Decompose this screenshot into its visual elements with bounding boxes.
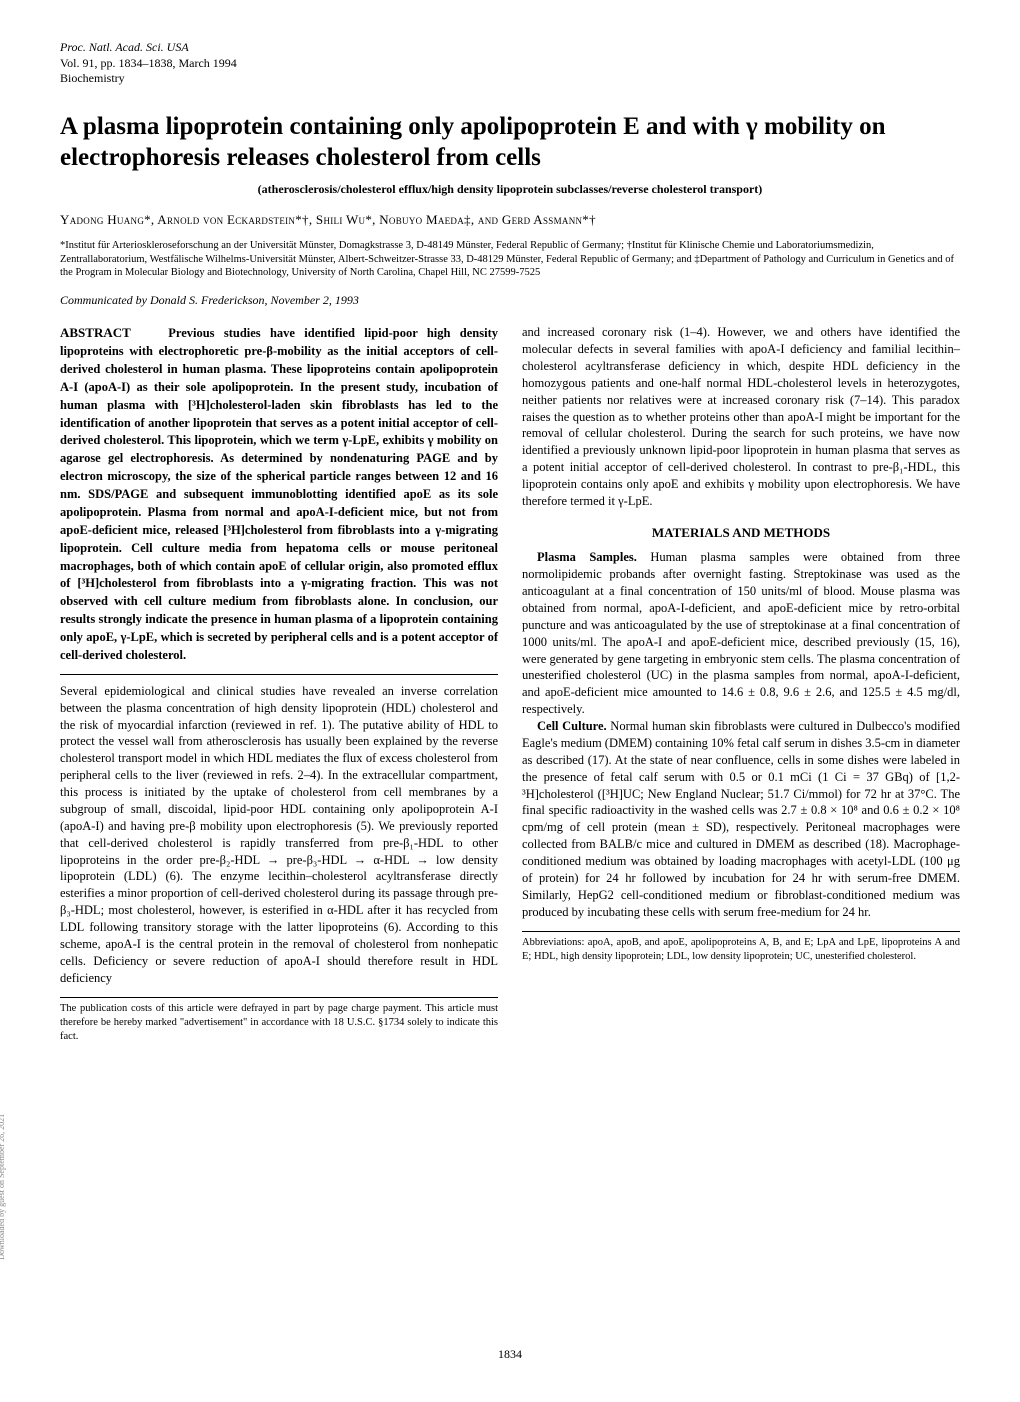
author-list: Yadong Huang*, Arnold von Eckardstein*†,… [60,211,960,229]
article-title: A plasma lipoprotein containing only apo… [60,111,960,174]
abstract-text: Previous studies have identified lipid-p… [60,326,498,662]
abstract-separator [60,674,498,675]
footnote-right: Abbreviations: apoA, apoB, and apoE, apo… [522,931,960,964]
abstract-block: ABSTRACT Previous studies have identifie… [60,324,498,664]
cell-culture-text: Normal human skin fibroblasts were cultu… [522,719,960,919]
plasma-samples-text: Human plasma samples were obtained from … [522,550,960,716]
footnote-left: The publication costs of this article we… [60,997,498,1045]
plasma-samples-label: Plasma Samples. [537,550,637,564]
methods-plasma: Plasma Samples. Human plasma samples wer… [522,549,960,718]
methods-heading: MATERIALS AND METHODS [522,524,960,542]
download-note: Downloaded by guest on September 26, 202… [0,1114,8,1260]
main-columns: ABSTRACT Previous studies have identifie… [60,324,960,1334]
page-number: 1834 [60,1346,960,1362]
intro-paragraph-2: and increased coronary risk (1–4). Howev… [522,324,960,510]
journal-header: Proc. Natl. Acad. Sci. USA Vol. 91, pp. … [60,40,960,87]
intro-paragraph-1: Several epidemiological and clinical stu… [60,683,498,987]
abstract-label: ABSTRACT [60,324,131,342]
journal-section: Biochemistry [60,71,125,85]
affiliations: *Institut für Arterioskleroseforschung a… [60,239,960,280]
keywords-line: (atherosclerosis/cholesterol efflux/high… [60,181,960,197]
journal-name: Proc. Natl. Acad. Sci. USA [60,40,189,54]
cell-culture-label: Cell Culture. [537,719,607,733]
journal-volume: Vol. 91, pp. 1834–1838, March 1994 [60,56,237,70]
methods-cell-culture: Cell Culture. Normal human skin fibrobla… [522,718,960,921]
communicated-by: Communicated by Donald S. Frederickson, … [60,292,960,308]
